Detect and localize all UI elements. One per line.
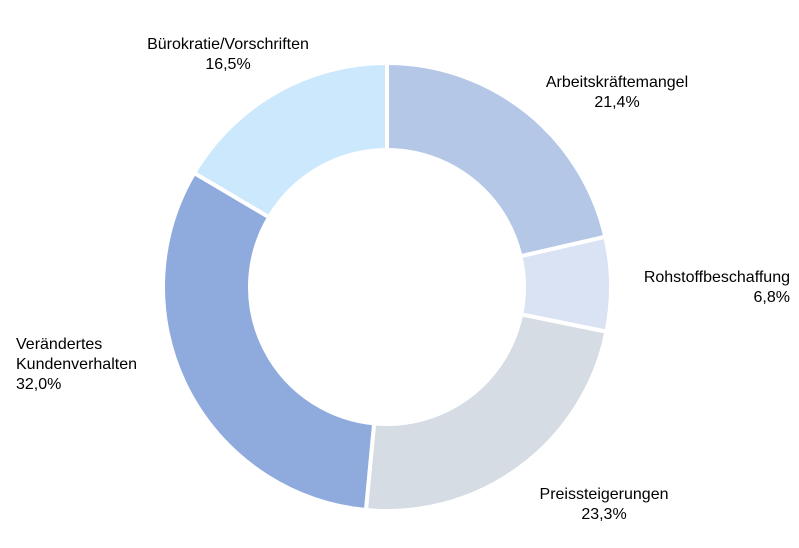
slice-value-label: 16,5% <box>205 56 250 73</box>
slice-category-label: Bürokratie/Vorschriften <box>147 36 309 53</box>
label-group-verändertes-kundenverhalten: Verändertes Kundenverhalten 32,0% <box>16 336 137 393</box>
slice-value-label: 21,4% <box>594 94 639 111</box>
labels-layer: Arbeitskräftemangel 21,4% Rohstoffbeschaff… <box>16 36 790 523</box>
label-group-bürokratie-vorschriften: Bürokratie/Vorschriften 16,5% <box>147 36 309 73</box>
slice-bürokratie-vorschriften <box>191 60 389 221</box>
slice-value-label: 32,0% <box>16 376 61 393</box>
slice-category-label: Rohstoffbeschaffung <box>644 269 790 286</box>
label-group-rohstoffbeschaffung: Rohstoffbeschaffung 6,8% <box>644 269 790 306</box>
slice-category-label: Kundenverhalten <box>16 356 137 373</box>
label-group-preissteigerungen: Preissteigerungen 23,3% <box>540 486 669 523</box>
label-group-arbeitskräftemangel: Arbeitskräftemangel 21,4% <box>546 74 688 111</box>
slice-category-label: Preissteigerungen <box>540 486 669 503</box>
slice-value-label: 6,8% <box>754 289 790 306</box>
slice-preissteigerungen <box>363 312 609 513</box>
slices-layer <box>161 60 613 513</box>
slice-arbeitskräftemangel <box>385 60 608 259</box>
slice-value-label: 23,3% <box>581 506 626 523</box>
slice-verändertes-kundenverhalten <box>161 170 377 513</box>
slice-category-label: Verändertes <box>16 336 102 353</box>
slice-category-label: Arbeitskräftemangel <box>546 74 688 91</box>
